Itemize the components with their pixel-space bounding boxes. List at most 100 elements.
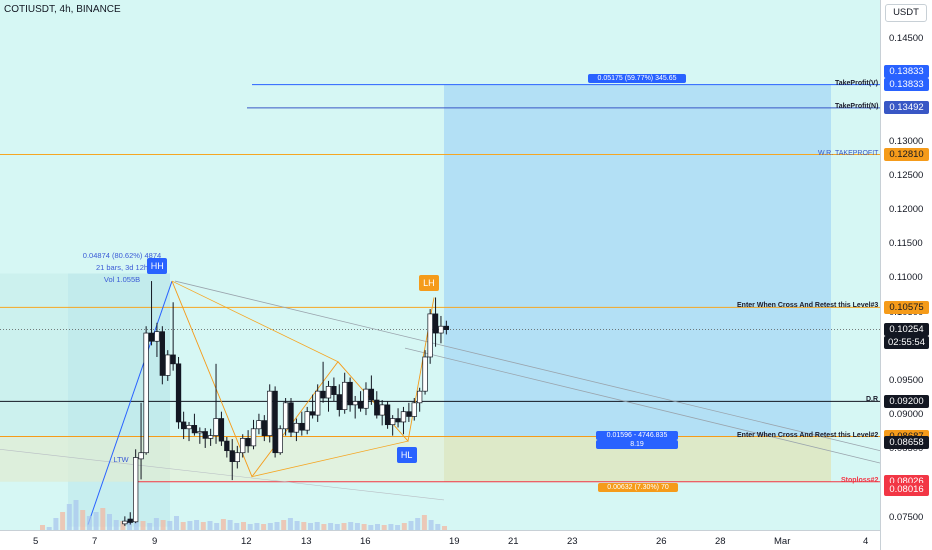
candle-body — [154, 331, 160, 342]
volume-bar — [261, 524, 267, 530]
measure-line1: 0.04874 (80.62%) 4874 — [82, 251, 162, 260]
volume-bar — [401, 523, 407, 530]
time-tick: 19 — [449, 536, 460, 547]
candle-body — [224, 440, 230, 452]
candle-body — [143, 332, 149, 454]
target-pill: 0.05175 (59.77%) 345.65 — [588, 73, 686, 83]
candle-body — [133, 457, 139, 523]
candle-body — [127, 518, 133, 523]
time-tick: 7 — [92, 536, 98, 547]
candle-body — [250, 428, 257, 447]
volume-bar — [294, 521, 300, 530]
symbol-title: COTIUSDT, 4h, BINANCE — [4, 4, 121, 15]
volume-bar — [415, 518, 421, 530]
measure-line — [87, 280, 173, 525]
volume-bar — [321, 524, 327, 530]
level-label-0: TakeProfit(V) — [835, 79, 879, 87]
candle-body — [175, 363, 182, 423]
price-tick: 0.14500 — [889, 32, 924, 44]
volume-bar — [207, 521, 213, 530]
volume-bar — [328, 523, 334, 530]
volume-bar — [73, 500, 79, 530]
stop-pill: 0.00632 (7.30%) 70 — [598, 482, 678, 492]
candle-body — [288, 402, 294, 433]
entry-pill-line1: 0.01596 - 4746.835 — [596, 430, 678, 440]
volume-bar — [80, 510, 86, 530]
volume-bar — [388, 524, 394, 530]
volume-bar — [241, 522, 246, 530]
candle-body — [427, 313, 433, 358]
volume-bar — [274, 522, 280, 530]
measure-line3: Vol 1.055B — [103, 275, 141, 284]
time-tick: Mar — [774, 536, 791, 547]
measure-line2: 21 bars, 3d 12h — [95, 263, 149, 272]
candle-body — [411, 402, 417, 417]
price-tick: 0.11500 — [889, 238, 923, 250]
time-tick: 4 — [863, 536, 869, 547]
volume-bar — [120, 521, 126, 530]
volume-bar — [127, 519, 133, 530]
candle-body — [379, 404, 385, 416]
volume-bar — [93, 512, 99, 530]
volume-bar — [381, 525, 387, 530]
time-axis[interactable]: 5 7 9 12 13 16 19 21 23 26 28 Mar 4 — [0, 530, 880, 550]
volume-bar — [147, 523, 153, 530]
candle-body — [267, 390, 273, 436]
volume-bar — [234, 523, 240, 530]
volume-bar — [180, 522, 186, 530]
candle-body — [417, 390, 423, 404]
trendline-bottom — [0, 449, 445, 501]
volume-bar — [60, 512, 66, 530]
volume-bar — [66, 504, 72, 530]
volume-bar — [160, 520, 166, 530]
target-zone — [444, 84, 831, 437]
candle-body — [342, 381, 348, 410]
currency-button[interactable]: USDT — [885, 4, 927, 22]
plot-area[interactable] — [0, 0, 880, 530]
candle-body — [315, 390, 321, 416]
candle-body — [218, 418, 225, 442]
candle-body — [277, 428, 283, 454]
candle-body — [422, 356, 428, 392]
level-label-1: TakeProfit(N) — [835, 102, 879, 110]
time-tick: 13 — [301, 536, 312, 547]
volume-bar — [220, 519, 226, 530]
pattern-lower-line — [251, 440, 409, 478]
candle-body — [320, 390, 326, 399]
candle-body — [299, 422, 305, 431]
volume-bar — [254, 523, 260, 530]
marker-hh: HH — [147, 257, 168, 274]
volume-bar — [227, 520, 233, 530]
volume-bar — [153, 518, 159, 530]
candle-body — [336, 394, 342, 410]
volume-bar — [214, 523, 220, 530]
candle-body — [309, 411, 316, 416]
time-tick: 23 — [567, 536, 578, 547]
candle-body — [229, 450, 235, 462]
candle-body — [197, 431, 203, 434]
volume-bar — [247, 524, 253, 530]
volume-bar — [194, 520, 200, 530]
volume-bar — [314, 522, 320, 530]
volume-bar — [428, 520, 434, 530]
volume-bar — [308, 523, 313, 530]
volume-bar — [395, 525, 401, 530]
level-label-2: W.R. TAKEPROFIT — [818, 149, 879, 157]
candle-body — [357, 401, 364, 409]
volume-bar — [368, 525, 374, 530]
volume-bar — [421, 515, 427, 530]
ltw-label: LTW — [113, 455, 129, 464]
level-price-label: 0.13492 — [884, 101, 929, 115]
candle-body — [331, 386, 337, 395]
extra-price-label: 0.13833 — [884, 65, 929, 79]
time-tick: 12 — [241, 536, 252, 547]
candle-body — [138, 452, 144, 460]
candle-body — [400, 411, 407, 423]
level-price-label: 0.10575 — [884, 300, 929, 314]
price-axis[interactable]: 0.145000.140000.135000.130000.125000.120… — [880, 0, 932, 550]
volume-bar — [86, 516, 92, 530]
candle-body — [207, 435, 214, 439]
candle-body — [272, 390, 278, 454]
price-tick: 0.09500 — [889, 374, 924, 386]
